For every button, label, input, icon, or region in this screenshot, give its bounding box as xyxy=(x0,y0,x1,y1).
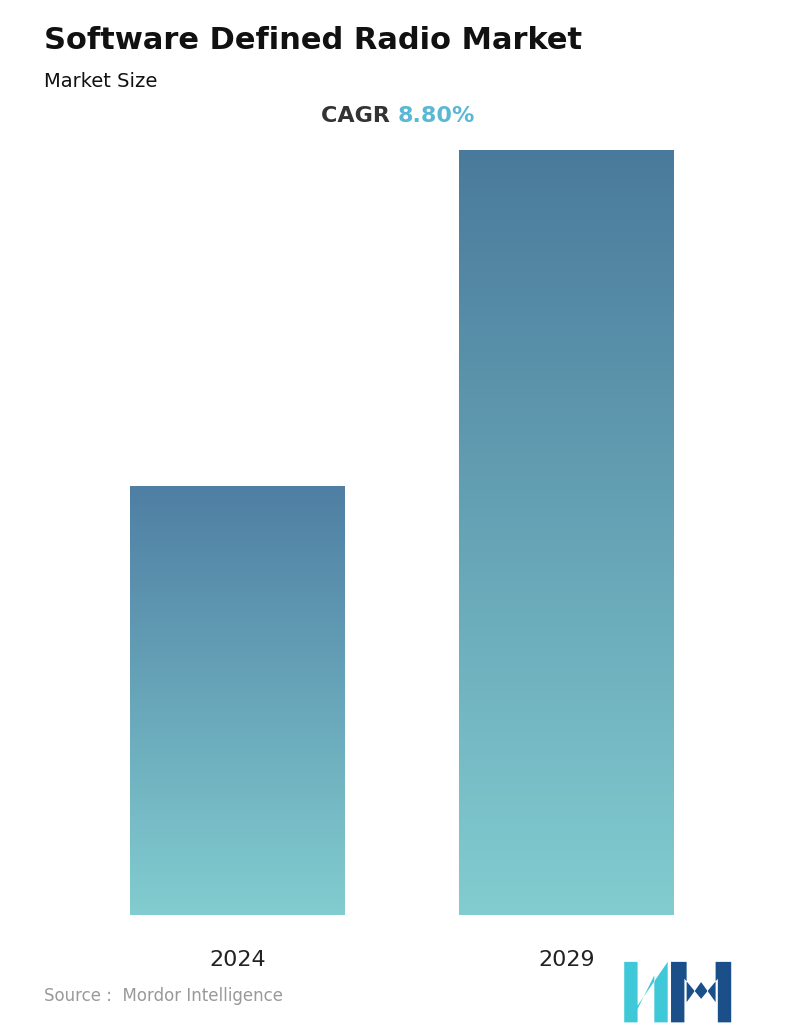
Text: 2024: 2024 xyxy=(209,949,266,970)
Polygon shape xyxy=(671,962,732,1023)
Text: 2029: 2029 xyxy=(538,949,595,970)
Text: Market Size: Market Size xyxy=(44,72,157,91)
Text: Source :  Mordor Intelligence: Source : Mordor Intelligence xyxy=(44,987,283,1005)
Text: CAGR: CAGR xyxy=(322,105,398,126)
Text: 8.80%: 8.80% xyxy=(398,105,475,126)
Polygon shape xyxy=(624,962,668,1023)
Text: Software Defined Radio Market: Software Defined Radio Market xyxy=(44,26,582,55)
